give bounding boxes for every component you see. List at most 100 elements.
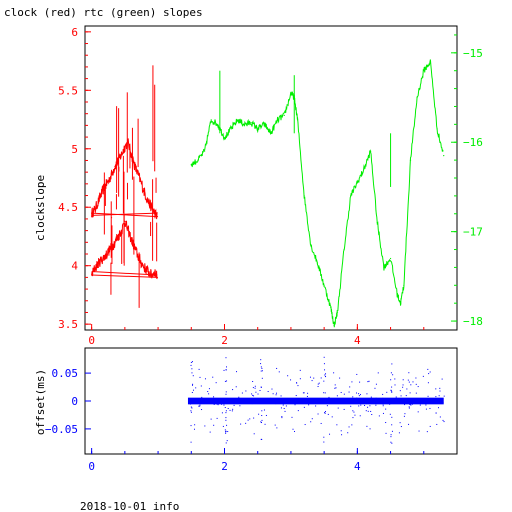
- offset-point: [270, 397, 272, 399]
- offset-point: [372, 402, 374, 404]
- series-2-point-35: [403, 284, 405, 286]
- offset-point: [369, 400, 371, 402]
- offset-point: [313, 377, 315, 379]
- offset-point: [320, 377, 322, 379]
- offset-point: [367, 406, 369, 408]
- offset-outlier: [190, 361, 192, 363]
- offset-point: [429, 371, 431, 373]
- offset-point: [404, 413, 406, 415]
- offset-point: [320, 398, 322, 400]
- offset-point: [318, 382, 320, 384]
- offset-point: [416, 399, 418, 401]
- series-2-point-29: [370, 150, 372, 152]
- offset-point: [406, 400, 408, 402]
- offset-point: [261, 402, 263, 404]
- offset-point: [439, 416, 441, 418]
- offset-point: [405, 395, 407, 397]
- offset-point: [412, 381, 414, 383]
- offset-point: [196, 400, 198, 402]
- bottom-left-tick-label-2: 0.05: [52, 367, 79, 380]
- offset-outlier: [225, 357, 227, 359]
- offset-point: [352, 417, 354, 419]
- offset-point: [208, 388, 210, 390]
- right-tick-label-3: −15: [463, 47, 483, 60]
- left-tick-label-3: 5: [71, 143, 78, 156]
- offset-point: [209, 431, 211, 433]
- offset-point: [436, 399, 438, 401]
- offset-point: [351, 401, 353, 403]
- top-panel: 3.5 4 4.5 5 5.5 6 −18 −17 −16 −15 0 2 4 clockslope: [34, 25, 483, 347]
- offset-point: [281, 401, 283, 403]
- offset-point: [398, 401, 400, 403]
- series-1-point-2: [97, 262, 99, 264]
- series-2-point-5: [223, 137, 226, 139]
- series-1-point-5: [107, 251, 109, 253]
- offset-outlier: [261, 422, 263, 424]
- offset-point: [435, 396, 437, 398]
- offset-point: [295, 395, 297, 397]
- series-2-point-6: [230, 128, 232, 130]
- clock-connector: [91, 212, 158, 218]
- offset-point: [223, 369, 225, 371]
- series-2-point-1: [197, 159, 199, 161]
- top-right-axis: −18 −17 −16 −15: [451, 34, 483, 328]
- series-line-1: [91, 220, 158, 280]
- offset-point: [339, 377, 341, 379]
- offset-point: [387, 399, 389, 401]
- offset-point: [439, 390, 441, 392]
- offset-point: [436, 401, 438, 403]
- offset-point: [225, 410, 227, 412]
- offset-point: [370, 401, 372, 403]
- offset-point: [231, 410, 233, 412]
- offset-point: [408, 423, 410, 425]
- offset-point: [207, 391, 209, 393]
- offset-point: [317, 383, 319, 385]
- offset-point: [281, 417, 283, 419]
- series-1-point-19: [154, 270, 156, 273]
- offset-point: [255, 391, 257, 393]
- offset-outlier: [390, 436, 392, 438]
- offset-point: [249, 418, 251, 420]
- offset-point: [205, 402, 207, 404]
- offset-point: [368, 380, 370, 382]
- offset-point: [345, 399, 347, 401]
- offset-point: [348, 426, 350, 428]
- offset-outlier: [260, 438, 262, 440]
- series-2-point-22: [330, 307, 332, 309]
- offset-outlier: [324, 375, 326, 377]
- offset-point: [427, 368, 429, 370]
- offset-point: [299, 369, 301, 371]
- offset-point: [251, 393, 253, 395]
- offset-point: [360, 404, 362, 406]
- offset-outlier: [190, 410, 192, 412]
- bottom-x-tick-label-1: 2: [221, 460, 228, 473]
- offset-point: [402, 379, 404, 381]
- series-0-point-9: [120, 154, 123, 156]
- offset-point: [267, 398, 269, 400]
- offset-outlier: [190, 441, 192, 443]
- offset-point: [285, 405, 287, 407]
- offset-point: [426, 402, 428, 404]
- offset-point: [267, 391, 269, 393]
- offset-point: [241, 399, 243, 401]
- offset-point: [282, 400, 284, 402]
- offset-point: [382, 412, 384, 414]
- offset-point: [400, 426, 402, 428]
- offset-point: [225, 412, 227, 414]
- offset-point: [322, 400, 324, 402]
- offset-point: [312, 400, 314, 402]
- offset-point: [350, 400, 352, 402]
- offset-point: [310, 421, 312, 423]
- bottom-series-group: [187, 356, 445, 444]
- offset-point: [329, 402, 331, 404]
- series-0-point-1: [94, 208, 96, 211]
- offset-point: [193, 400, 195, 402]
- offset-point: [399, 390, 401, 392]
- offset-point: [317, 385, 319, 387]
- offset-point: [304, 424, 306, 426]
- offset-point: [443, 421, 445, 423]
- series-0-point-12: [130, 154, 133, 156]
- offset-point: [191, 399, 193, 401]
- series-2-point-40: [436, 128, 438, 130]
- series-1-point-3: [101, 259, 103, 261]
